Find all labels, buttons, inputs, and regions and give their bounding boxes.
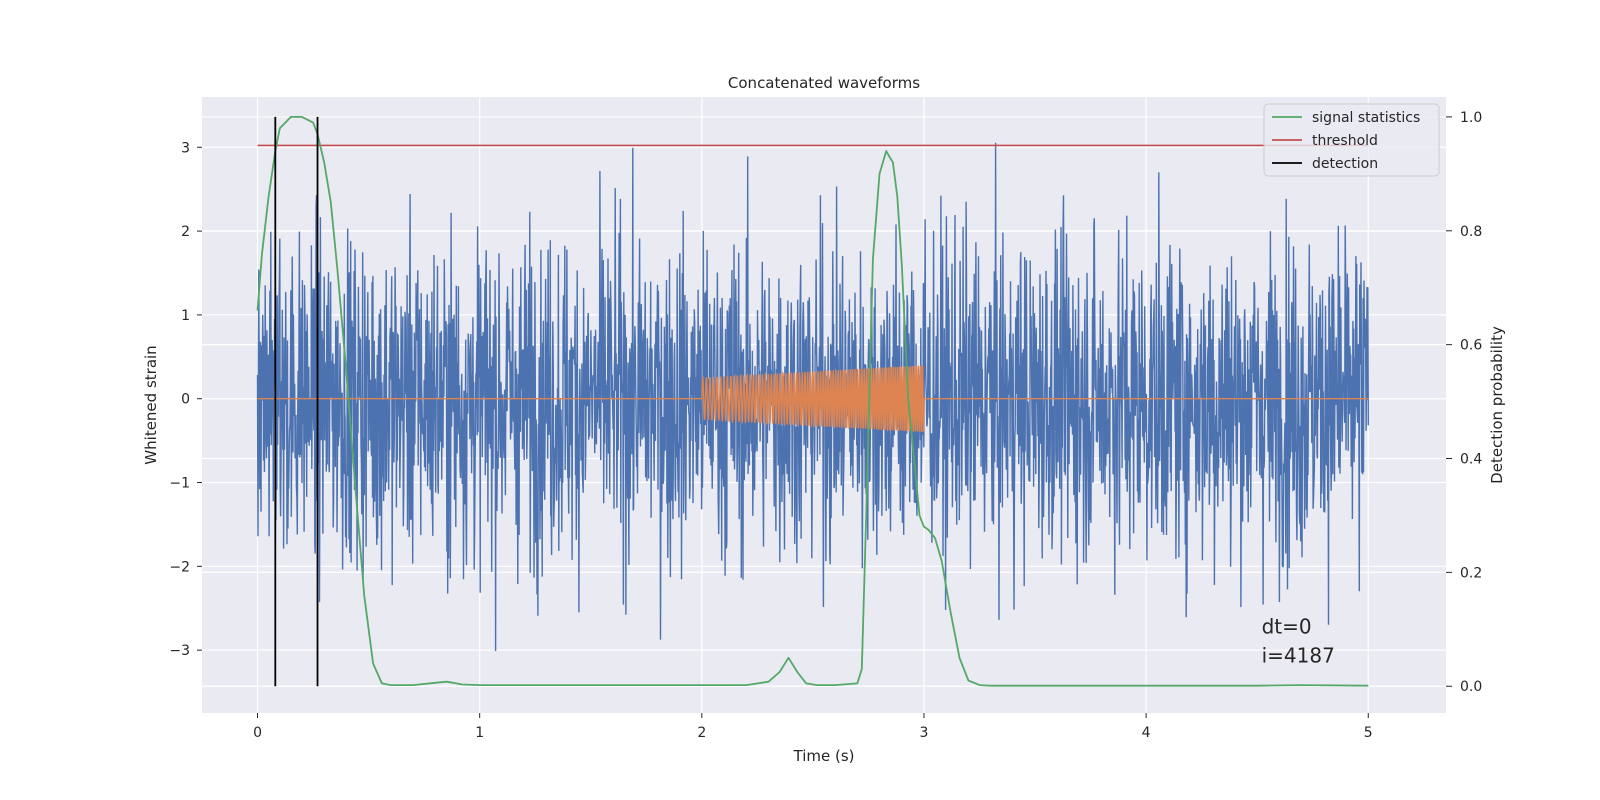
annotation: dt=0 i=4187 — [1262, 614, 1335, 667]
annotation-dt: dt=0 — [1262, 614, 1312, 638]
tick-labels: 0 1 2 3 4 5 −3 −2 −1 0 1 2 3 0.0 0.2 0.4 0.6 0.8 1.0 — [169, 110, 1482, 741]
y-right-tick-label: 0.6 — [1460, 338, 1482, 354]
series-signal-statistics — [256, 116, 1369, 687]
series-layer — [256, 116, 1369, 687]
y-left-tick-label: 0 — [181, 392, 190, 408]
chart-title: Concatenated waveforms — [728, 74, 920, 92]
y-right-tick-label: 0.2 — [1460, 565, 1482, 581]
y-axis-label-right: Detection probability — [1488, 326, 1506, 484]
y-axis-label-left: Whitened strain — [142, 345, 160, 464]
y-right-tick-label: 1.0 — [1460, 110, 1482, 126]
x-axis-label: Time (s) — [793, 747, 855, 765]
y-left-tick-label: 2 — [181, 224, 190, 240]
annotation-index: i=4187 — [1262, 643, 1335, 667]
series-injected-waveform — [257, 365, 1369, 432]
x-tick-label: 4 — [1142, 725, 1151, 741]
y-left-tick-label: 3 — [181, 140, 190, 156]
legend-label-signal-statistics: signal statistics — [1312, 110, 1420, 126]
y-right-tick-label: 0.4 — [1460, 452, 1482, 468]
x-tick-label: 2 — [697, 725, 706, 741]
y-left-tick-label: 1 — [181, 308, 190, 324]
legend-frame — [1263, 103, 1440, 177]
x-tick-label: 3 — [920, 725, 929, 741]
y-right-tick-label: 0.0 — [1460, 679, 1482, 695]
legend: signal statistics threshold detection — [1263, 103, 1440, 177]
y-left-tick-label: −3 — [169, 643, 190, 659]
legend-label-threshold: threshold — [1312, 133, 1378, 149]
legend-label-detection: detection — [1312, 156, 1378, 172]
x-tick-label: 5 — [1364, 725, 1373, 741]
x-tick-label: 0 — [253, 725, 262, 741]
x-tick-label: 1 — [475, 725, 484, 741]
y-left-tick-label: −1 — [169, 476, 190, 492]
y-left-tick-label: −2 — [169, 559, 190, 575]
y-right-tick-label: 0.8 — [1460, 224, 1482, 240]
